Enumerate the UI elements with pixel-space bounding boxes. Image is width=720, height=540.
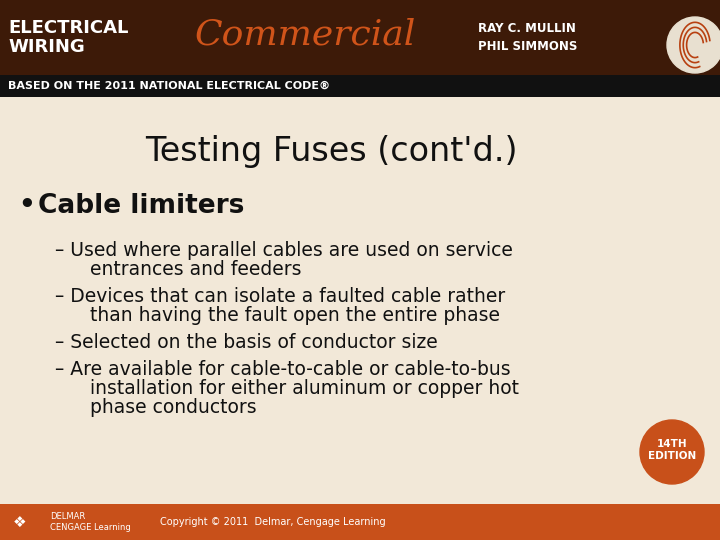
Text: DELMAR
CENGAGE Learning: DELMAR CENGAGE Learning (50, 512, 131, 532)
Text: 14TH
EDITION: 14TH EDITION (648, 439, 696, 461)
Text: Commercial: Commercial (195, 17, 416, 51)
Text: – Used where parallel cables are used on service: – Used where parallel cables are used on… (55, 241, 513, 260)
Text: Testing Fuses (cont'd.): Testing Fuses (cont'd.) (145, 135, 518, 168)
Circle shape (667, 17, 720, 73)
Text: phase conductors: phase conductors (90, 398, 256, 417)
Text: entrances and feeders: entrances and feeders (90, 260, 302, 279)
Text: •: • (18, 193, 35, 219)
Text: RAY C. MULLIN
PHIL SIMMONS: RAY C. MULLIN PHIL SIMMONS (478, 22, 577, 53)
Text: – Devices that can isolate a faulted cable rather: – Devices that can isolate a faulted cab… (55, 287, 505, 306)
Text: installation for either aluminum or copper hot: installation for either aluminum or copp… (90, 379, 519, 398)
Text: Cable limiters: Cable limiters (38, 193, 244, 219)
Text: – Are available for cable-to-cable or cable-to-bus: – Are available for cable-to-cable or ca… (55, 360, 510, 379)
Text: ❖: ❖ (13, 515, 27, 530)
Bar (0, 504, 720, 540)
Circle shape (640, 420, 704, 484)
Text: – Selected on the basis of conductor size: – Selected on the basis of conductor siz… (55, 333, 438, 352)
Text: BASED ON THE 2011 NATIONAL ELECTRICAL CODE®: BASED ON THE 2011 NATIONAL ELECTRICAL CO… (8, 81, 330, 91)
Bar (0, 0, 720, 75)
Text: Copyright © 2011  Delmar, Cengage Learning: Copyright © 2011 Delmar, Cengage Learnin… (160, 517, 386, 527)
Text: than having the fault open the entire phase: than having the fault open the entire ph… (90, 306, 500, 325)
Text: ELECTRICAL
WIRING: ELECTRICAL WIRING (8, 19, 128, 56)
Bar (0, 75, 720, 97)
